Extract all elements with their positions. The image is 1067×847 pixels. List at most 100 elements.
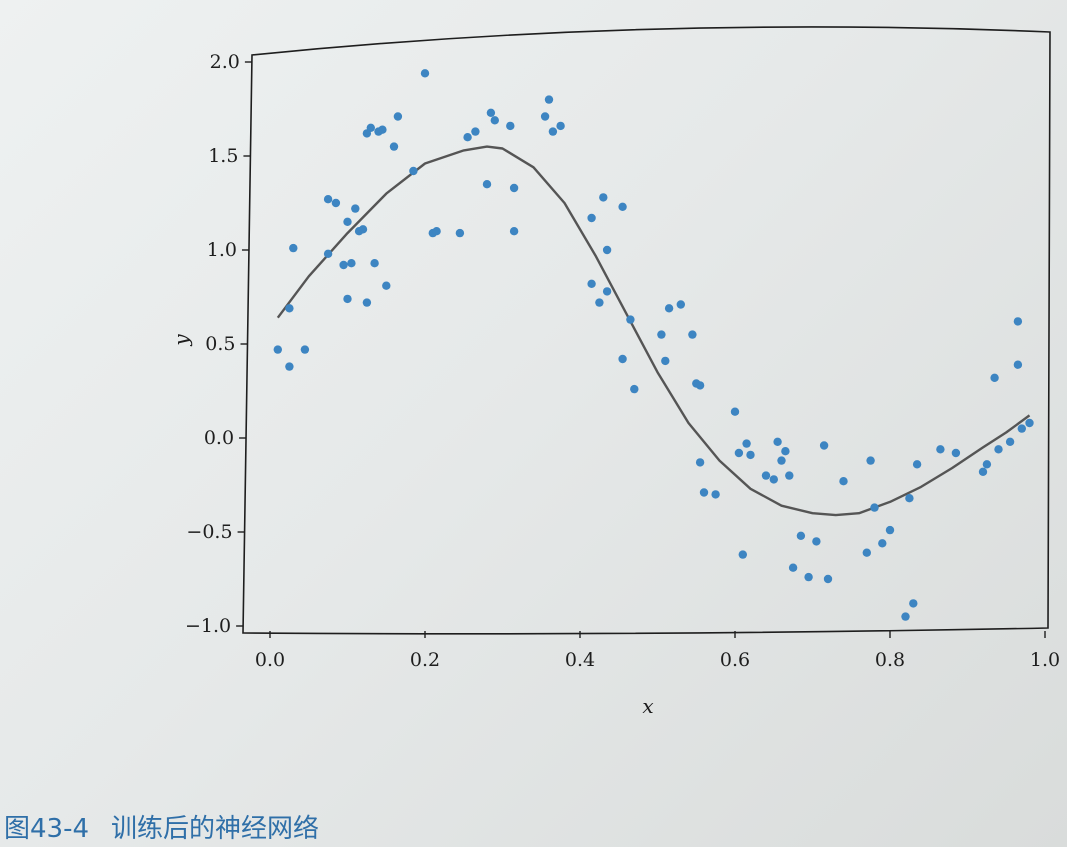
data-point-44 (599, 193, 608, 202)
data-point-86 (909, 599, 918, 608)
y-tick-label-5: 1.5 (208, 145, 238, 167)
data-point-31 (482, 180, 492, 189)
data-point-0 (273, 345, 282, 354)
y-axis-label: y (169, 334, 193, 347)
data-point-10 (343, 294, 352, 304)
data-point-36 (509, 227, 519, 236)
data-point-39 (548, 127, 558, 136)
data-point-94 (1005, 437, 1015, 446)
x-axis-label: x (642, 694, 653, 718)
data-point-70 (781, 447, 790, 456)
data-point-79 (862, 548, 871, 557)
data-point-27 (432, 227, 441, 236)
data-point-90 (978, 467, 988, 476)
data-point-81 (870, 503, 879, 512)
data-point-62 (734, 448, 744, 458)
data-point-40 (556, 121, 565, 131)
data-point-14 (358, 225, 368, 234)
data-point-34 (506, 121, 515, 131)
data-point-50 (630, 384, 639, 394)
data-point-84 (901, 612, 910, 621)
data-point-11 (347, 259, 356, 268)
data-point-77 (823, 574, 833, 584)
data-point-2 (285, 362, 294, 371)
data-point-5 (323, 249, 333, 258)
data-point-55 (688, 330, 697, 339)
data-point-33 (490, 116, 499, 125)
y-tick-label-6: 2.0 (210, 51, 240, 73)
data-point-29 (463, 133, 472, 142)
data-point-24 (409, 166, 418, 176)
data-point-65 (746, 450, 755, 460)
data-point-51 (657, 330, 666, 339)
data-point-17 (366, 123, 375, 132)
y-tick-label-4: 1.0 (207, 239, 237, 261)
y-tick-label-2: 0.0 (204, 427, 234, 449)
data-point-28 (455, 228, 465, 238)
fitted-curve (276, 145, 1031, 517)
data-point-43 (595, 298, 604, 307)
data-point-23 (393, 112, 403, 121)
data-point-73 (796, 531, 806, 540)
data-point-64 (742, 439, 751, 448)
data-point-45 (602, 245, 612, 255)
plot-frame (242, 26, 1051, 635)
data-point-20 (378, 125, 387, 134)
data-point-88 (936, 445, 945, 454)
data-point-38 (544, 95, 554, 104)
data-point-22 (389, 142, 399, 151)
data-point-30 (471, 127, 480, 136)
figure-caption-text: 训练后的神经网络 (111, 814, 320, 844)
data-point-95 (1013, 317, 1023, 326)
x-axis: 0.0 0.2 0.4 0.6 0.8 1.0 (255, 631, 1060, 671)
data-point-4 (300, 345, 310, 354)
data-point-91 (982, 460, 992, 469)
x-tick-label-4: 0.8 (875, 649, 905, 671)
data-point-37 (540, 112, 550, 121)
x-tick-label-2: 0.4 (565, 649, 595, 671)
data-point-42 (587, 279, 596, 288)
data-point-46 (602, 287, 612, 296)
data-point-60 (711, 490, 720, 499)
y-tick-label-1: −0.5 (186, 521, 232, 543)
data-point-87 (912, 460, 922, 469)
data-point-15 (362, 298, 372, 307)
data-point-85 (905, 494, 914, 503)
data-point-18 (370, 259, 379, 268)
data-point-12 (351, 204, 360, 213)
data-point-89 (951, 448, 961, 458)
data-point-76 (819, 441, 829, 450)
data-point-80 (866, 456, 875, 465)
data-point-54 (676, 300, 685, 309)
x-tick-label-1: 0.2 (410, 649, 440, 671)
x-tick-label-5: 1.0 (1030, 649, 1060, 671)
x-tick-label-3: 0.6 (720, 649, 750, 671)
data-point-93 (994, 445, 1003, 454)
data-point-97 (1017, 424, 1026, 433)
data-point-53 (664, 304, 674, 313)
data-point-1 (285, 304, 294, 313)
data-point-83 (885, 525, 895, 535)
data-point-78 (839, 477, 848, 486)
data-point-63 (738, 550, 747, 559)
data-point-98 (1025, 418, 1034, 428)
figure-caption: 图43-4 训练后的神经网络 (4, 808, 319, 845)
data-point-67 (769, 475, 778, 484)
data-point-92 (990, 373, 999, 382)
data-point-57 (695, 381, 705, 390)
x-tick-label-0: 0.0 (255, 649, 285, 671)
data-point-21 (382, 281, 391, 290)
data-point-7 (331, 198, 341, 208)
data-point-69 (777, 456, 786, 465)
data-point-35 (509, 183, 519, 193)
data-point-9 (343, 217, 352, 226)
data-point-52 (661, 356, 670, 366)
data-point-58 (695, 458, 705, 467)
data-series (273, 69, 1034, 621)
data-point-41 (587, 213, 596, 223)
data-point-68 (773, 437, 782, 446)
data-point-47 (618, 202, 627, 211)
data-point-74 (804, 572, 813, 582)
data-point-66 (761, 471, 771, 480)
